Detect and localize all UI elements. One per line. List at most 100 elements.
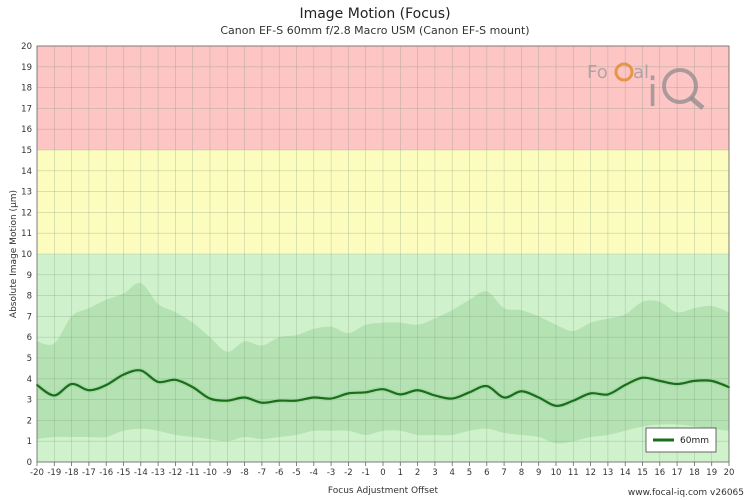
data-point [676,383,678,385]
x-tick-label: 12 [585,468,596,478]
y-tick-label: 19 [21,63,32,73]
data-point [485,385,488,387]
x-tick-label: -5 [292,468,300,478]
data-point [572,399,575,402]
data-point [658,379,661,382]
variance-band [37,282,729,444]
data-point [451,397,454,400]
data-point [209,397,211,400]
x-tick-label: 6 [484,468,489,478]
data-point [693,379,696,382]
data-point [278,399,281,402]
data-point [122,373,125,376]
x-tick-label: -7 [258,468,266,478]
y-tick-label: 4 [27,375,32,385]
x-tick-label: -16 [99,468,113,478]
y-tick-label: 12 [21,208,32,218]
data-point [520,390,523,393]
data-point [36,384,38,386]
x-tick-label: 13 [602,468,613,478]
data-point [728,386,730,389]
x-tick-label: -4 [310,468,318,478]
data-point [416,389,419,392]
y-tick-label: 9 [27,271,32,281]
x-tick-label: 18 [689,468,700,478]
data-point [191,386,194,389]
data-point [589,392,592,395]
x-tick-label: -12 [168,468,182,478]
y-tick-label: 3 [27,396,32,406]
x-axis-label: Focus Adjustment Offset [328,486,439,496]
x-tick-label: -17 [82,468,96,478]
data-point [70,383,73,385]
x-tick-label: -14 [134,468,148,478]
data-point [503,396,505,399]
x-tick-label: -9 [223,468,231,478]
y-tick-label: 14 [21,167,32,177]
y-tick-label: 8 [27,292,32,302]
y-tick-label: 1 [27,437,32,447]
zone-band-2 [37,46,729,150]
y-axis-label: Absolute Image Motion (µm) [9,190,19,318]
y-tick-label: 17 [21,104,32,114]
chart-subtitle: Canon EF-S 60mm f/2.8 Macro USM (Canon E… [220,24,530,37]
data-point [468,391,471,394]
zone-band-0 [37,254,729,462]
y-tick-label: 20 [21,42,32,52]
y-tick-label: 18 [21,84,32,94]
focal-iq-logo: Fo al i [585,56,710,116]
data-point [537,396,540,399]
x-tick-label: -1 [361,468,369,478]
y-tick-label: 0 [27,458,32,468]
data-point [330,397,332,400]
y-tick-label: 15 [21,146,32,156]
data-point [710,379,713,382]
x-tick-label: 15 [637,468,648,478]
data-point [243,396,246,399]
x-tick-label: -3 [327,468,335,478]
x-tick-label: 4 [449,468,454,478]
x-tick-label: -6 [275,468,283,478]
chart-title: Image Motion (Focus) [299,6,451,22]
y-tick-label: 13 [21,188,32,198]
x-tick-label: 17 [672,468,683,478]
focal-iq-logo-icon: Fo al i [587,62,705,116]
data-point [399,393,402,396]
x-tick-label: -20 [30,468,44,478]
svg-text:i: i [647,70,658,112]
x-tick-label: 0 [380,468,385,478]
data-point [641,376,644,379]
data-point [105,384,108,386]
y-tick-label: 10 [21,250,32,260]
y-tick-label: 11 [21,229,32,239]
data-point [295,399,298,402]
data-point [312,396,315,399]
x-tick-label: 9 [536,468,541,478]
y-tick-label: 5 [27,354,32,364]
data-point [139,369,142,372]
y-tick-label: 7 [27,312,32,322]
data-point [624,384,627,386]
legend: 60mm [645,427,717,453]
y-tick-label: 2 [27,416,32,426]
data-point [382,388,384,391]
data-point [157,381,160,383]
legend-label-60mm: 60mm [680,436,709,446]
data-point [261,401,263,404]
y-tick-label: 6 [27,333,32,343]
data-point [607,393,609,396]
svg-text:al: al [633,62,649,83]
x-tick-label: 14 [620,468,631,478]
data-point [226,399,229,402]
x-tick-label: -10 [203,468,217,478]
x-tick-label: -8 [240,468,248,478]
x-tick-label: -19 [47,468,61,478]
x-tick-label: -13 [151,468,165,478]
x-tick-label: 10 [551,468,562,478]
x-tick-label: 11 [568,468,579,478]
data-point [174,378,177,381]
data-point [347,392,350,395]
x-tick-label: -11 [186,468,200,478]
x-tick-label: 3 [432,468,437,478]
